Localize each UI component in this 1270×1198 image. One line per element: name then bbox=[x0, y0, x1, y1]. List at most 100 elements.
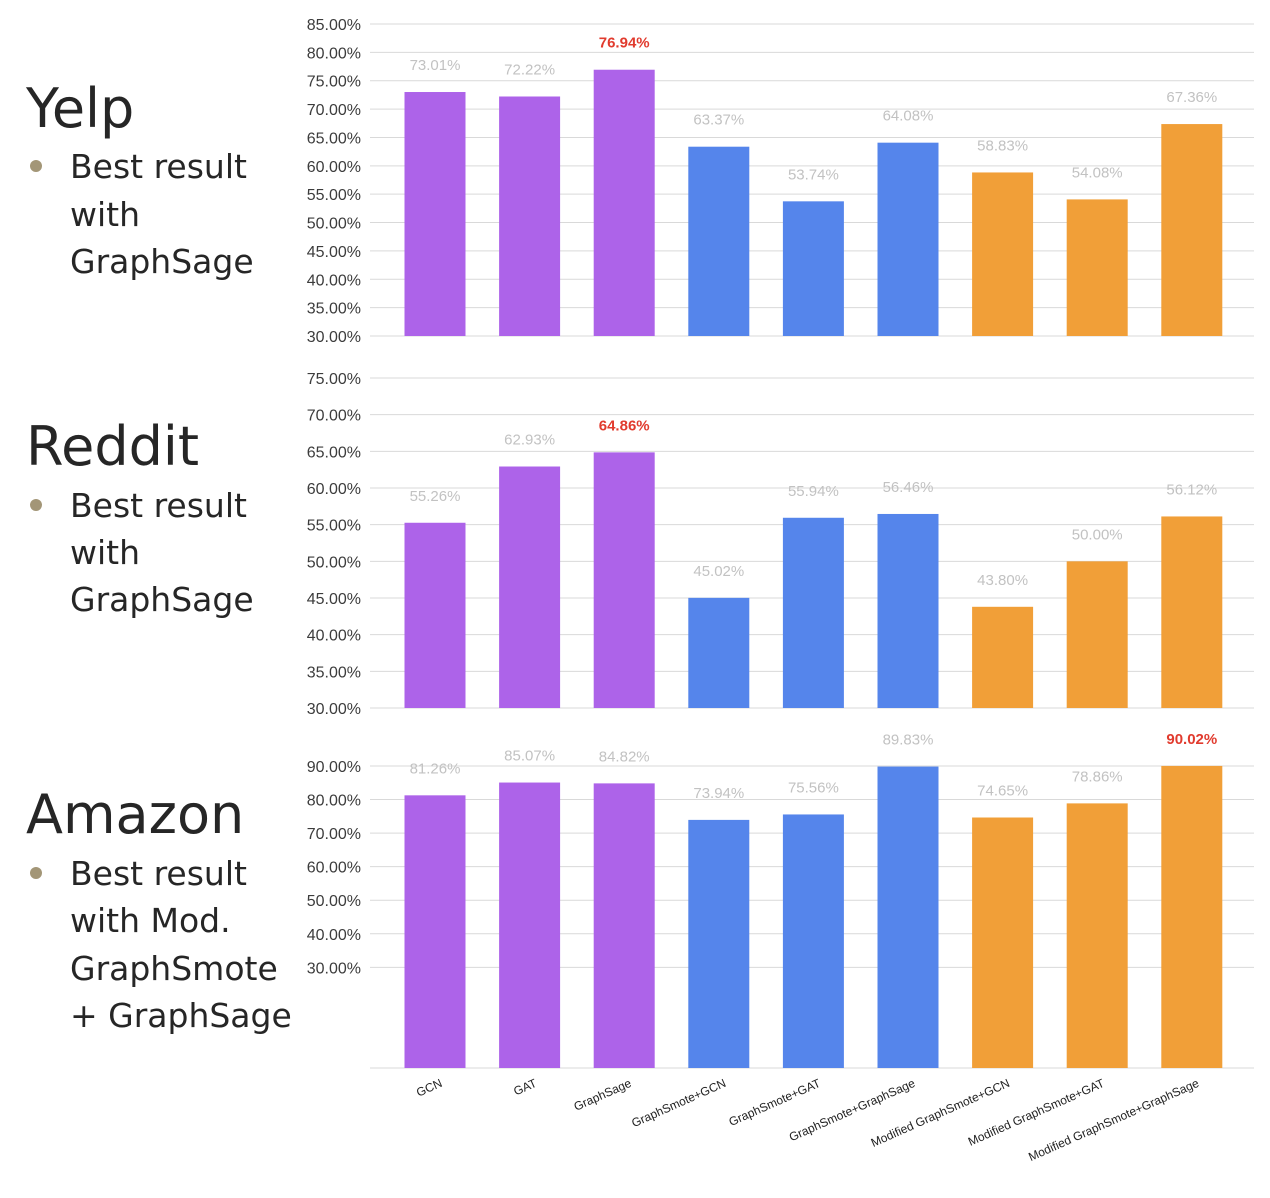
yelp-bar-2 bbox=[499, 96, 561, 336]
reddit-title: Reddit bbox=[26, 415, 200, 478]
amazon-value-label-5: 75.56% bbox=[788, 779, 839, 796]
yelp-bar-6 bbox=[877, 142, 939, 336]
yelp-ytick-label: 35.00% bbox=[307, 301, 361, 318]
yelp-value-label-4: 63.37% bbox=[693, 112, 744, 129]
yelp-bullet-line-1: Best result bbox=[70, 147, 247, 186]
reddit-ytick-label: 60.00% bbox=[307, 481, 361, 498]
reddit-value-label-9: 56.12% bbox=[1166, 481, 1217, 498]
reddit-bar-3 bbox=[593, 452, 655, 708]
amazon-bar-4 bbox=[688, 819, 750, 1068]
amazon-value-label-3: 84.82% bbox=[599, 748, 650, 765]
amazon-bar-3 bbox=[593, 783, 655, 1068]
yelp-bullet-dot bbox=[30, 160, 42, 172]
reddit-ytick-label: 65.00% bbox=[307, 444, 361, 461]
amazon-title: Amazon bbox=[26, 783, 245, 846]
yelp-ytick-label: 55.00% bbox=[307, 187, 361, 204]
yelp-value-label-3: 76.94% bbox=[599, 35, 650, 52]
amazon-category-label-4: GraphSmote+GCN bbox=[629, 1076, 728, 1130]
reddit-bar-6 bbox=[877, 513, 939, 708]
yelp-value-label-8: 54.08% bbox=[1072, 164, 1123, 181]
amazon-value-label-9: 90.02% bbox=[1166, 731, 1217, 748]
amazon-category-label-2: GAT bbox=[511, 1076, 539, 1099]
yelp-value-label-9: 67.36% bbox=[1166, 89, 1217, 106]
reddit-value-label-2: 62.93% bbox=[504, 432, 555, 449]
reddit-bar-5 bbox=[782, 517, 844, 708]
yelp-ytick-label: 80.00% bbox=[307, 45, 361, 62]
amazon-value-label-1: 81.26% bbox=[410, 760, 461, 777]
reddit-bullet-dot bbox=[30, 499, 42, 511]
amazon-ytick-label: 40.00% bbox=[307, 927, 361, 944]
reddit-bullet-line-3: GraphSage bbox=[70, 580, 254, 619]
reddit-ytick-label: 55.00% bbox=[307, 518, 361, 535]
reddit-bullet-line-1: Best result bbox=[70, 486, 247, 525]
amazon-value-label-7: 74.65% bbox=[977, 783, 1028, 800]
reddit-bullet-line-2: with bbox=[70, 533, 141, 572]
yelp-value-label-1: 73.01% bbox=[410, 57, 461, 74]
amazon-bar-5 bbox=[782, 814, 844, 1068]
yelp-bar-3 bbox=[593, 69, 655, 337]
reddit-value-label-4: 45.02% bbox=[693, 563, 744, 580]
reddit-bar-7 bbox=[972, 606, 1034, 708]
reddit-value-label-8: 50.00% bbox=[1072, 526, 1123, 543]
amazon-bar-7 bbox=[972, 817, 1034, 1068]
yelp-ytick-label: 70.00% bbox=[307, 102, 361, 119]
yelp-bullet-line-2: with bbox=[70, 195, 141, 234]
amazon-value-label-8: 78.86% bbox=[1072, 768, 1123, 785]
amazon-ytick-label: 80.00% bbox=[307, 793, 361, 810]
amazon-category-label-9: Modified GraphSmote+GraphSage bbox=[1026, 1076, 1201, 1164]
amazon-bar-2 bbox=[499, 782, 561, 1068]
amazon-ytick-label: 70.00% bbox=[307, 826, 361, 843]
amazon-value-label-4: 73.94% bbox=[693, 785, 744, 802]
amazon-ytick-label: 60.00% bbox=[307, 860, 361, 877]
amazon-value-label-2: 85.07% bbox=[504, 748, 555, 765]
amazon-bullet-line-3: GraphSmote bbox=[70, 949, 278, 988]
amazon-category-label-3: GraphSage bbox=[572, 1076, 634, 1114]
amazon-bullet-line-1: Best result bbox=[70, 854, 247, 893]
amazon-bar-8 bbox=[1066, 803, 1128, 1068]
reddit-ytick-label: 50.00% bbox=[307, 554, 361, 571]
amazon-ytick-label: 90.00% bbox=[307, 759, 361, 776]
reddit-bar-9 bbox=[1161, 516, 1223, 708]
reddit-value-label-3: 64.86% bbox=[599, 417, 650, 434]
amazon-ytick-label: 30.00% bbox=[307, 960, 361, 977]
yelp-bar-4 bbox=[688, 146, 750, 336]
yelp-ytick-label: 65.00% bbox=[307, 130, 361, 147]
amazon-bullet-dot bbox=[30, 867, 42, 879]
yelp-title: Yelp bbox=[26, 77, 135, 140]
reddit-value-label-6: 56.46% bbox=[883, 479, 934, 496]
yelp-ytick-label: 50.00% bbox=[307, 216, 361, 233]
amazon-category-label-1: GCN bbox=[414, 1076, 444, 1100]
yelp-bar-1 bbox=[404, 92, 466, 337]
reddit-ytick-label: 35.00% bbox=[307, 664, 361, 681]
reddit-bar-4 bbox=[688, 597, 750, 708]
reddit-ytick-label: 70.00% bbox=[307, 408, 361, 425]
reddit-value-label-7: 43.80% bbox=[977, 572, 1028, 589]
amazon-value-label-6: 89.83% bbox=[883, 732, 934, 749]
yelp-bar-9 bbox=[1161, 124, 1223, 336]
yelp-bar-8 bbox=[1066, 199, 1128, 336]
reddit-bar-1 bbox=[404, 522, 466, 708]
reddit-ytick-label: 30.00% bbox=[307, 701, 361, 718]
yelp-value-label-7: 58.83% bbox=[977, 137, 1028, 154]
yelp-bar-7 bbox=[972, 172, 1034, 336]
reddit-value-label-5: 55.94% bbox=[788, 483, 839, 500]
yelp-bar-5 bbox=[782, 201, 844, 336]
amazon-bar-6 bbox=[877, 766, 939, 1068]
yelp-ytick-label: 85.00% bbox=[307, 17, 361, 34]
reddit-ytick-label: 40.00% bbox=[307, 628, 361, 645]
yelp-value-label-2: 72.22% bbox=[504, 61, 555, 78]
yelp-value-label-5: 53.74% bbox=[788, 166, 839, 183]
reddit-bar-2 bbox=[499, 466, 561, 708]
yelp-ytick-label: 40.00% bbox=[307, 272, 361, 289]
reddit-bar-8 bbox=[1066, 561, 1128, 708]
yelp-ytick-label: 30.00% bbox=[307, 329, 361, 346]
amazon-bar-9 bbox=[1161, 765, 1223, 1068]
yelp-value-label-6: 64.08% bbox=[883, 108, 934, 125]
amazon-bullet-line-4: + GraphSage bbox=[70, 996, 292, 1035]
amazon-bar-1 bbox=[404, 795, 466, 1068]
yelp-ytick-label: 45.00% bbox=[307, 244, 361, 261]
amazon-bullet-line-2: with Mod. bbox=[70, 901, 231, 940]
yelp-ytick-label: 75.00% bbox=[307, 74, 361, 91]
yelp-ytick-label: 60.00% bbox=[307, 159, 361, 176]
